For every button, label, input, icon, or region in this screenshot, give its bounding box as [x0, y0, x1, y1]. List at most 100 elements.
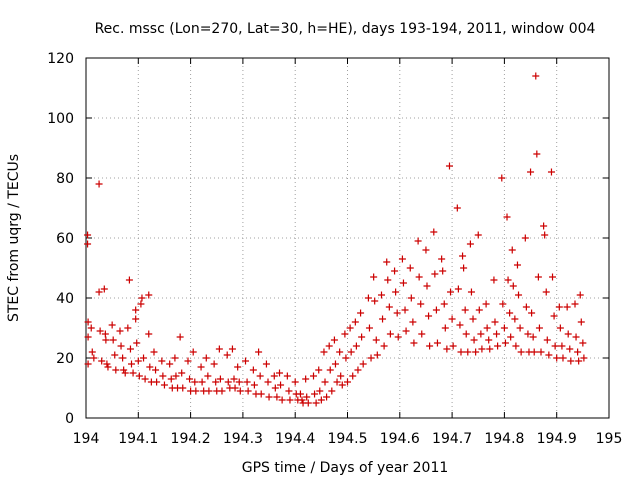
data-point [407, 294, 415, 302]
data-point [393, 309, 401, 317]
data-point [215, 345, 223, 353]
data-point [132, 315, 140, 323]
data-point [316, 387, 324, 395]
data-point [417, 300, 425, 308]
data-point [422, 246, 430, 254]
data-point [126, 345, 134, 353]
data-point [262, 360, 270, 368]
data-point [447, 288, 455, 296]
data-point [430, 228, 438, 236]
data-point [527, 168, 535, 176]
data-point [84, 240, 92, 248]
data-point [371, 297, 379, 305]
data-point [323, 393, 331, 401]
data-point [441, 324, 449, 332]
data-point [159, 372, 167, 380]
data-point [135, 372, 143, 380]
data-point [212, 378, 220, 386]
data-point [550, 312, 558, 320]
data-point [152, 366, 160, 374]
data-point [140, 354, 148, 362]
data-point [409, 318, 417, 326]
y-tick-label: 80 [56, 171, 74, 187]
data-point [277, 381, 285, 389]
data-point [512, 342, 520, 350]
data-point [315, 366, 323, 374]
data-point [158, 357, 166, 365]
data-point [566, 345, 574, 353]
data-point [132, 306, 140, 314]
data-point [485, 336, 493, 344]
data-point [184, 357, 192, 365]
x-tick-label: 194.1 [118, 431, 158, 447]
data-point [95, 180, 103, 188]
data-point [84, 360, 92, 368]
data-point [571, 300, 579, 308]
data-point [255, 348, 263, 356]
data-point [448, 315, 456, 323]
data-point [265, 393, 273, 401]
data-point [493, 330, 501, 338]
data-point [384, 276, 392, 284]
data-point [399, 279, 407, 287]
y-axis: 0 20 40 60 80 100 120 [47, 51, 609, 427]
data-point [556, 324, 564, 332]
data-point [532, 72, 540, 80]
data-point [128, 360, 136, 368]
data-point [145, 291, 153, 299]
data-point [542, 288, 550, 296]
data-point [96, 327, 104, 335]
data-point [160, 381, 168, 389]
data-point [501, 339, 509, 347]
data-point [567, 357, 575, 365]
data-point [198, 378, 206, 386]
data-point [547, 168, 555, 176]
data-point [179, 384, 187, 392]
data-point [367, 354, 375, 362]
data-point [119, 354, 127, 362]
data-point [218, 387, 226, 395]
data-point [410, 339, 418, 347]
data-point [402, 327, 410, 335]
y-tick-label: 40 [56, 291, 74, 307]
data-point [507, 333, 515, 341]
data-point [530, 348, 538, 356]
data-point [328, 387, 336, 395]
data-point [373, 351, 381, 359]
data-point [576, 291, 584, 299]
data-point [101, 330, 109, 338]
x-tick-label: 194.8 [484, 431, 524, 447]
data-point [337, 372, 345, 380]
data-point [191, 378, 199, 386]
x-axis: 194 194.1 194.2 194.3 194.4 194.5 194.6 194.7 19… [73, 58, 622, 447]
y-tick-label: 20 [56, 351, 74, 367]
data-point [298, 396, 306, 404]
data-point [575, 357, 583, 365]
data-point [358, 333, 366, 341]
data-point [529, 333, 537, 341]
data-point [296, 390, 304, 398]
x-tick-label: 194.2 [171, 431, 211, 447]
data-point [466, 240, 474, 248]
data-point [508, 246, 516, 254]
data-point [472, 348, 480, 356]
data-point [517, 348, 525, 356]
data-point [270, 372, 278, 380]
data-point [543, 336, 551, 344]
data-point [533, 150, 541, 158]
data-point [243, 378, 251, 386]
data-point [285, 387, 293, 395]
data-point [257, 390, 265, 398]
data-point [469, 315, 477, 323]
data-point [236, 387, 244, 395]
x-tick-label: 194.9 [537, 431, 577, 447]
x-tick-label: 194.5 [327, 431, 367, 447]
data-point [331, 360, 339, 368]
data-point [464, 348, 472, 356]
data-point [116, 327, 124, 335]
data-point [490, 276, 498, 284]
data-point [503, 213, 511, 221]
data-point [320, 348, 328, 356]
data-point [443, 345, 451, 353]
data-point [325, 342, 333, 350]
